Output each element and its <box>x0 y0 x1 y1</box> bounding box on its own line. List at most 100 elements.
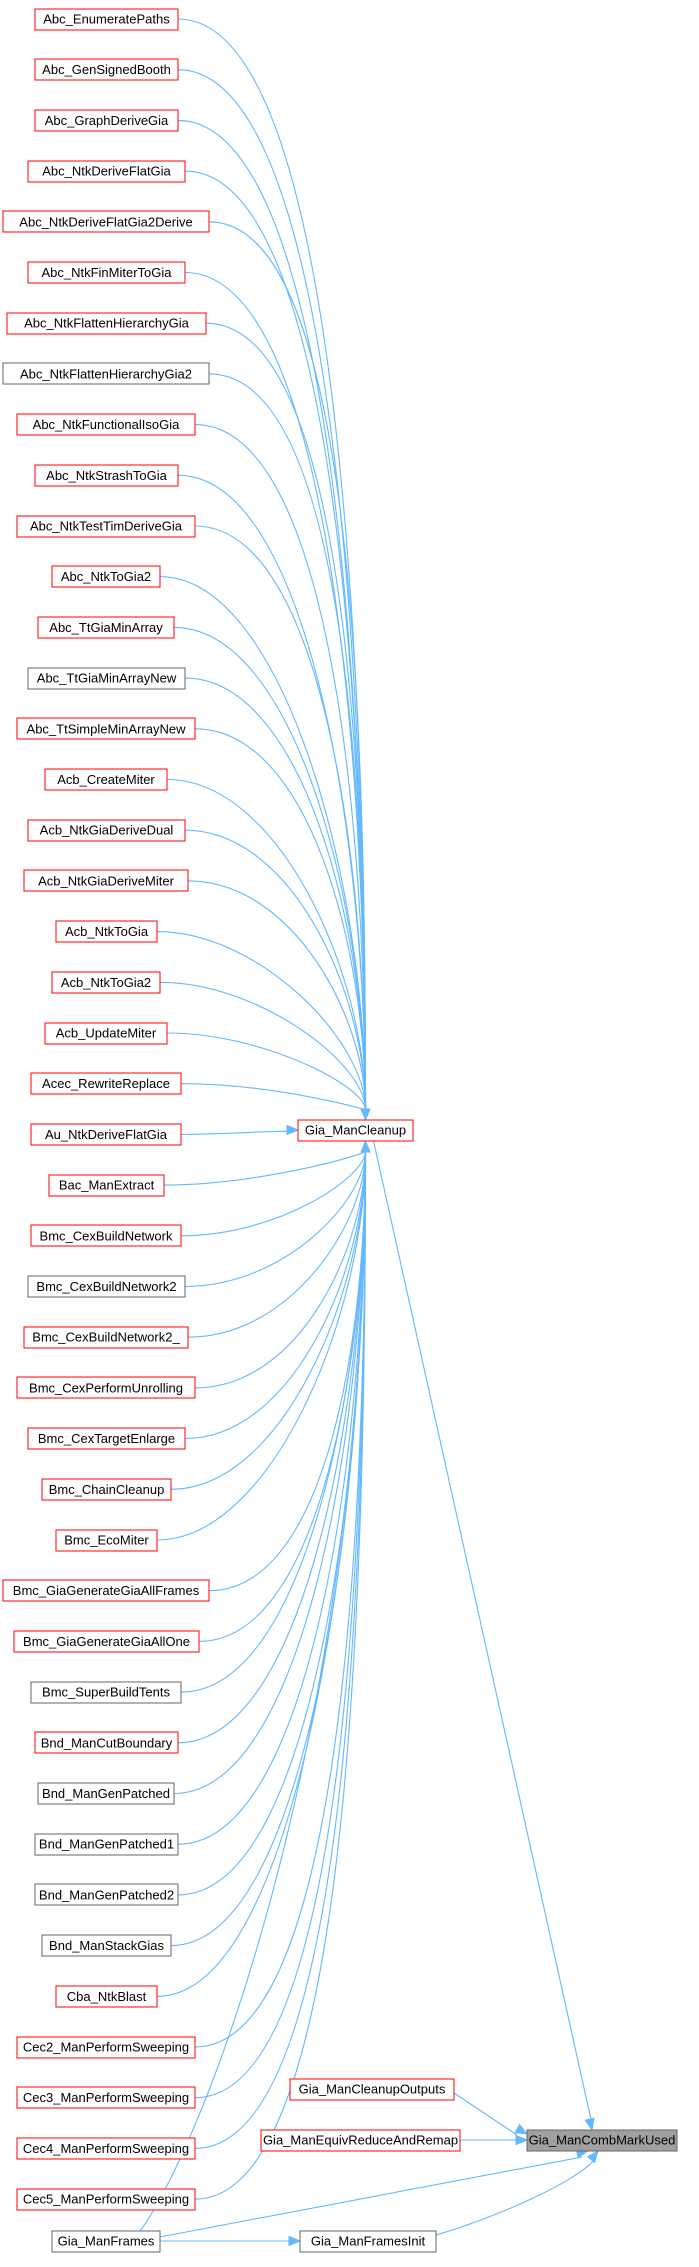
node-abc-ntk-derive-flat-gia[interactable]: Abc_NtkDeriveFlatGia <box>27 160 186 183</box>
edge-bmc-cex-perform-unrolling-to-cleanup <box>194 1150 367 1389</box>
node-abc-tt-gia-min-array-new[interactable]: Abc_TtGiaMinArrayNew <box>27 667 186 690</box>
node-bmc-cex-build-network2-[interactable]: Bmc_CexBuildNetwork2_ <box>23 1326 189 1349</box>
node-abc-ntk-to-gia2[interactable]: Abc_NtkToGia2 <box>51 565 161 588</box>
node-box <box>2 1579 210 1602</box>
node-cec4-man-perform-sweeping[interactable]: Cec4_ManPerformSweeping <box>16 2137 196 2160</box>
edge-bmc-gia-generate-gia-all-one-to-cleanup <box>198 1150 367 1642</box>
node-bmc-gia-generate-gia-all-one[interactable]: Bmc_GiaGenerateGiaAllOne <box>13 1630 200 1653</box>
node-abc-ntk-test-tim-derive-gia[interactable]: Abc_NtkTestTimDeriveGia <box>16 515 196 538</box>
node-box <box>34 109 179 132</box>
node-bmc-cex-target-enlarge[interactable]: Bmc_CexTargetEnlarge <box>27 1427 186 1450</box>
node-box <box>30 1123 182 1146</box>
node-bmc-cex-perform-unrolling[interactable]: Bmc_CexPerformUnrolling <box>16 1376 196 1399</box>
node-cec2-man-perform-sweeping[interactable]: Cec2_ManPerformSweeping <box>16 2036 196 2059</box>
node-label: Abc_NtkFunctionalIsoGia <box>33 417 180 432</box>
node-label: Cba_NtkBlast <box>67 1989 147 2004</box>
node-bmc-gia-generate-gia-all-frames[interactable]: Bmc_GiaGenerateGiaAllFrames <box>2 1579 210 1602</box>
edge-bac-man-extract-to-cleanup <box>163 1150 367 1186</box>
arrow-into-cleanup-left <box>286 1124 300 1136</box>
node-abc-tt-gia-min-array[interactable]: Abc_TtGiaMinArray <box>37 616 175 639</box>
edge-cec5-man-perform-sweeping-to-cleanup <box>194 1150 367 2200</box>
node-label: Acb_NtkToGia2 <box>61 975 151 990</box>
node-label: Bmc_ChainCleanup <box>49 1482 165 1497</box>
node-cba-ntk-blast[interactable]: Cba_NtkBlast <box>55 1985 158 2008</box>
edge-acb-ntk-gia-derive-miter-to-cleanup <box>187 880 367 1111</box>
node-box <box>16 2086 196 2109</box>
node-abc-tt-simple-min-array-new[interactable]: Abc_TtSimpleMinArrayNew <box>16 717 196 740</box>
node-gia-man-frames-init[interactable]: Gia_ManFramesInit <box>299 2230 437 2253</box>
node-bac-man-extract[interactable]: Bac_ManExtract <box>48 1174 165 1197</box>
edge-bnd-man-cut-boundary-to-cleanup <box>177 1150 367 1744</box>
node-bnd-man-stack-gias[interactable]: Bnd_ManStackGias <box>41 1934 172 1957</box>
node-bmc-cex-build-network2[interactable]: Bmc_CexBuildNetwork2 <box>27 1275 186 1298</box>
node-cec5-man-perform-sweeping[interactable]: Cec5_ManPerformSweeping <box>16 2188 196 2211</box>
node-bnd-man-gen-patched2[interactable]: Bnd_ManGenPatched2 <box>34 1883 179 1906</box>
edge-frames-init-to-target <box>435 2156 597 2236</box>
edge-acb-ntk-gia-derive-dual-to-cleanup <box>184 829 367 1111</box>
node-bnd-man-gen-patched[interactable]: Bnd_ManGenPatched <box>37 1782 175 1805</box>
node-box <box>13 1630 200 1653</box>
node-box <box>2 210 210 233</box>
node-label: Abc_GraphDeriveGia <box>45 113 169 128</box>
node-acb-ntk-to-gia[interactable]: Acb_NtkToGia <box>55 920 158 943</box>
node-abc-ntk-fin-miter-to-gia[interactable]: Abc_NtkFinMiterToGia <box>27 261 186 284</box>
edge-cec3-man-perform-sweeping-to-cleanup <box>194 1150 367 2099</box>
edge-acec-rewrite-replace-to-cleanup <box>180 1083 367 1111</box>
node-gia-man-cleanup[interactable]: Gia_ManCleanup <box>297 1119 414 1142</box>
edge-bmc-cex-build-network2--to-cleanup <box>187 1150 367 1338</box>
edge-bmc-eco-miter-to-cleanup <box>156 1150 367 1541</box>
node-gia-man-cleanup-outputs[interactable]: Gia_ManCleanupOutputs <box>289 2078 455 2101</box>
node-bmc-super-build-tents[interactable]: Bmc_SuperBuildTents <box>30 1681 182 1704</box>
node-gia-man-comb-mark-used[interactable]: Gia_ManCombMarkUsed <box>526 2129 678 2152</box>
node-cec3-man-perform-sweeping[interactable]: Cec3_ManPerformSweeping <box>16 2086 196 2109</box>
edge-abc-ntk-fin-miter-to-gia-to-cleanup <box>184 271 367 1111</box>
node-box <box>27 261 186 284</box>
edge-abc-ntk-test-tim-derive-gia-to-cleanup <box>194 525 367 1111</box>
node-label: Bmc_CexTargetEnlarge <box>38 1431 175 1446</box>
node-bnd-man-gen-patched1[interactable]: Bnd_ManGenPatched1 <box>34 1833 179 1856</box>
edge-abc-tt-simple-min-array-new-to-cleanup <box>194 728 367 1111</box>
node-label: Bmc_CexBuildNetwork2_ <box>32 1330 180 1345</box>
node-acb-ntk-gia-derive-miter[interactable]: Acb_NtkGiaDeriveMiter <box>23 869 189 892</box>
node-label: Bnd_ManGenPatched1 <box>39 1837 174 1852</box>
edge-frames-to-cleanup <box>139 1150 367 2232</box>
edge-bmc-chain-cleanup-to-cleanup <box>170 1150 367 1490</box>
node-bnd-man-cut-boundary[interactable]: Bnd_ManCutBoundary <box>34 1731 179 1754</box>
node-label: Gia_ManFramesInit <box>311 2234 426 2249</box>
node-acb-update-miter[interactable]: Acb_UpdateMiter <box>44 1022 168 1045</box>
edge-cleanup-outputs-to-target <box>453 2092 518 2136</box>
node-au-ntk-derive-flat-gia[interactable]: Au_NtkDeriveFlatGia <box>30 1123 182 1146</box>
node-acb-ntk-gia-derive-dual[interactable]: Acb_NtkGiaDeriveDual <box>27 819 186 842</box>
node-gia-man-frames[interactable]: Gia_ManFrames <box>51 2230 161 2253</box>
node-label: Bmc_CexBuildNetwork <box>40 1228 173 1243</box>
node-abc-ntk-derive-flat-gia2-derive[interactable]: Abc_NtkDeriveFlatGia2Derive <box>2 210 210 233</box>
node-abc-ntk-strash-to-gia[interactable]: Abc_NtkStrashToGia <box>34 464 179 487</box>
node-abc-ntk-flatten-hierarchy-gia[interactable]: Abc_NtkFlattenHierarchyGia <box>6 312 207 335</box>
node-box <box>44 768 168 791</box>
edge-bnd-man-gen-patched-to-cleanup <box>173 1150 367 1795</box>
node-abc-enumerate-paths[interactable]: Abc_EnumeratePaths <box>34 8 179 31</box>
edge-cleanup-to-target <box>372 1140 593 2125</box>
node-acec-rewrite-replace[interactable]: Acec_RewriteReplace <box>30 1072 182 1095</box>
node-abc-ntk-functional-iso-gia[interactable]: Abc_NtkFunctionalIsoGia <box>16 413 196 436</box>
edge-au-ntk-derive-flat-gia-to-cleanup <box>180 1130 289 1135</box>
node-label: Abc_TtSimpleMinArrayNew <box>27 721 187 736</box>
node-box <box>27 1275 186 1298</box>
node-box <box>23 869 189 892</box>
node-bmc-eco-miter[interactable]: Bmc_EcoMiter <box>55 1529 158 1552</box>
node-abc-graph-derive-gia[interactable]: Abc_GraphDeriveGia <box>34 109 179 132</box>
node-abc-ntk-flatten-hierarchy-gia2[interactable]: Abc_NtkFlattenHierarchyGia2 <box>2 362 210 385</box>
node-box <box>37 616 175 639</box>
node-label: Gia_ManCleanupOutputs <box>299 2082 446 2097</box>
node-acb-create-miter[interactable]: Acb_CreateMiter <box>44 768 168 791</box>
node-box <box>41 1478 172 1501</box>
node-label: Gia_ManCleanup <box>305 1123 406 1138</box>
node-bmc-chain-cleanup[interactable]: Bmc_ChainCleanup <box>41 1478 172 1501</box>
node-gia-man-equiv-reduce-and-remap[interactable]: Gia_ManEquivReduceAndRemap <box>260 2129 461 2152</box>
node-label: Acb_UpdateMiter <box>56 1026 157 1041</box>
node-acb-ntk-to-gia2[interactable]: Acb_NtkToGia2 <box>51 971 161 994</box>
node-bmc-cex-build-network[interactable]: Bmc_CexBuildNetwork <box>30 1224 182 1247</box>
node-abc-gen-signed-booth[interactable]: Abc_GenSignedBooth <box>34 58 179 81</box>
arrow-frames-init-to-target <box>586 2149 599 2164</box>
